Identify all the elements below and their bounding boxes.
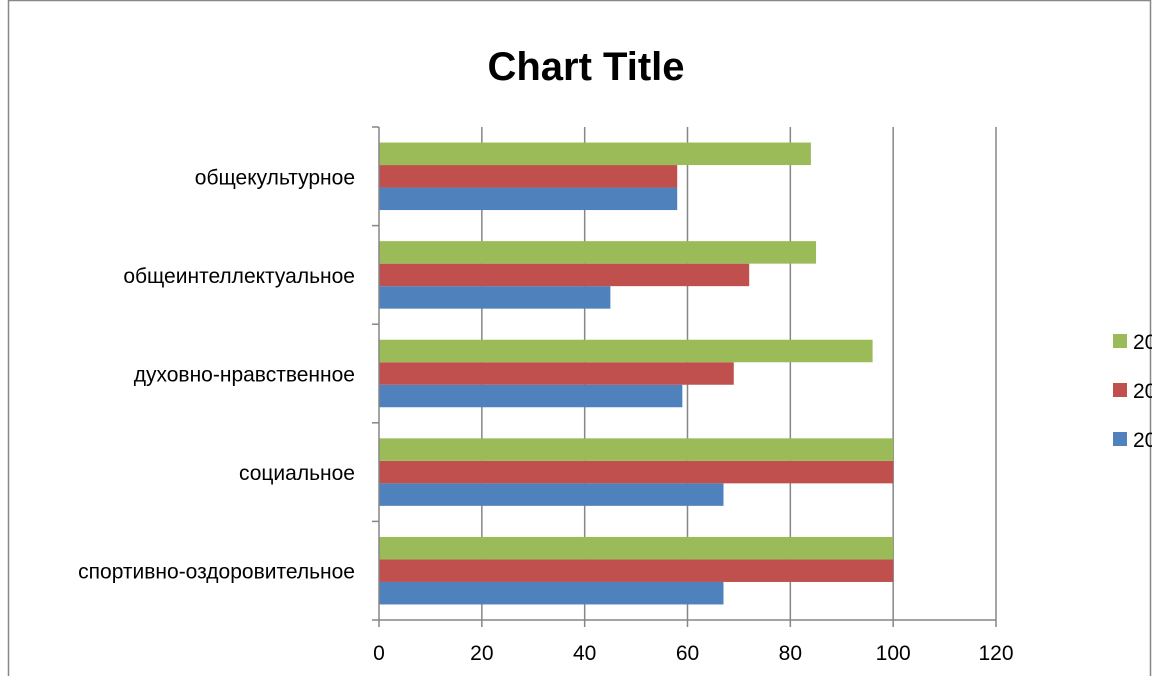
legend-label-2023: 2023	[1133, 331, 1152, 354]
x-tick-label: 0	[373, 642, 385, 665]
axis-layer: 0 20 40 60 80 100 120 спортивно-оздоровительное…	[78, 126, 1014, 665]
bar-2021-1	[379, 483, 724, 506]
legend-swatch-2021	[1113, 432, 1127, 446]
bar-2022-4	[379, 165, 678, 188]
category-label: социальное	[239, 462, 355, 485]
category-label: спортивно-оздоровительное	[78, 561, 355, 584]
bar-2023-1	[379, 438, 894, 461]
legend-label-2021: 2021	[1133, 429, 1152, 452]
bar-2021-3	[379, 286, 611, 309]
category-label: духовно-нравственное	[134, 364, 355, 387]
legend-swatch-2023	[1113, 334, 1127, 348]
bar-2021-2	[379, 384, 683, 408]
x-tick-label: 60	[676, 642, 699, 665]
legend-label-2022: 2022	[1133, 380, 1152, 403]
bar-2021-0	[379, 581, 724, 605]
bar-2023-4	[379, 142, 811, 166]
x-tick-label: 100	[876, 642, 911, 665]
bar-2023-0	[379, 536, 894, 560]
bar-2023-2	[379, 339, 873, 363]
bar-2022-3	[379, 263, 750, 287]
bar-2022-2	[379, 362, 734, 385]
bar-2023-3	[379, 241, 817, 264]
x-tick-label: 40	[573, 642, 596, 665]
legend-swatch-2022	[1113, 383, 1127, 397]
x-tick-label: 120	[978, 642, 1013, 665]
bar-2021-4	[379, 187, 678, 211]
legend: 2023 2022 2021	[1113, 331, 1152, 452]
chart-title: Chart Title	[487, 45, 684, 89]
category-label: общеинтеллектуальное	[123, 265, 355, 288]
category-label: общекультурное	[195, 166, 355, 189]
bars-layer	[379, 142, 894, 605]
bar-2022-0	[379, 559, 894, 582]
x-tick-label: 80	[779, 642, 802, 665]
bar-2022-1	[379, 460, 894, 484]
x-tick-label: 20	[470, 642, 493, 665]
